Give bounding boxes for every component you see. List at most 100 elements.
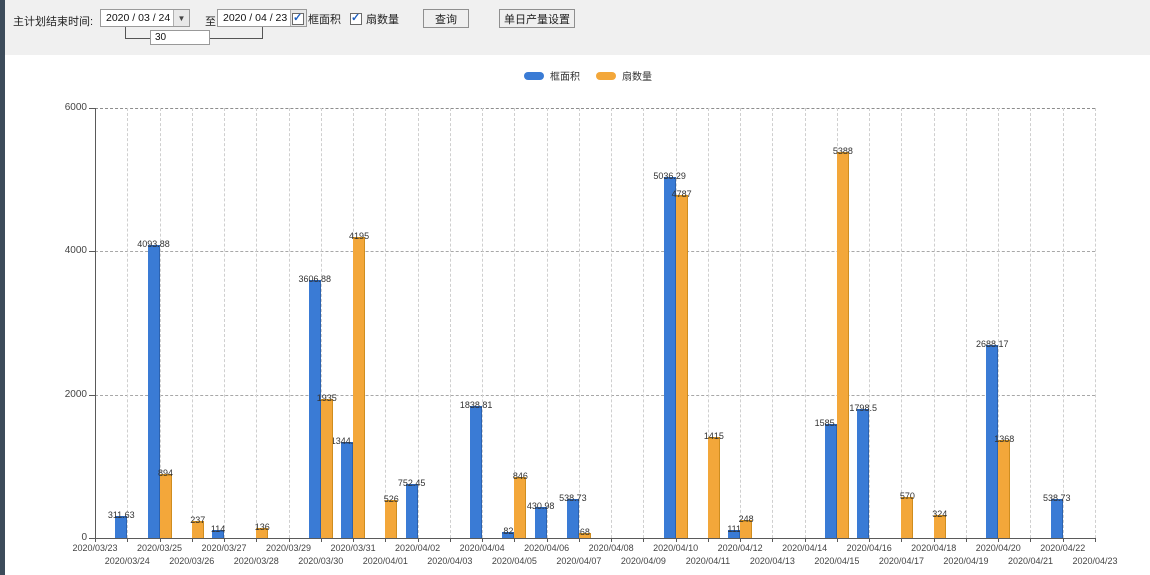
x-gridline: [127, 108, 129, 538]
x-tick: [191, 538, 193, 542]
x-gridline: [933, 108, 935, 538]
x-tick: [514, 538, 516, 542]
y-tick: [89, 108, 95, 109]
x-axis-label: 2020/04/23: [1072, 556, 1118, 566]
x-gridline: [514, 108, 516, 538]
x-tick: [675, 538, 677, 542]
bar-value-label: 538.73: [559, 493, 587, 504]
x-gridline: [1030, 108, 1032, 538]
x-tick: [1030, 538, 1032, 542]
bar-扇数量-2020/04/17: [901, 497, 914, 538]
y-gridline: [95, 108, 1095, 109]
x-axis-label: 2020/04/08: [588, 543, 634, 553]
bar-框面积-2020/04/16: [857, 409, 870, 538]
query-button[interactable]: 查询: [423, 9, 469, 28]
checkbox-frame-area[interactable]: ✓ 框面积: [292, 11, 341, 27]
x-tick: [353, 538, 355, 542]
bar-框面积-2020/04/20: [986, 345, 999, 538]
days-interval-input[interactable]: 30: [150, 30, 210, 45]
x-gridline: [611, 108, 613, 538]
y-axis-line: [95, 108, 96, 538]
x-axis-label: 2020/04/10: [653, 543, 699, 553]
x-tick: [578, 538, 580, 542]
bar-value-label: 82: [503, 526, 514, 537]
bar-value-label: 1585.96: [814, 418, 848, 429]
bar-框面积-2020/04/15: [824, 424, 837, 538]
x-axis-label: 2020/03/23: [72, 543, 118, 553]
checkbox-fan-quantity-label: 扇数量: [366, 14, 399, 26]
x-gridline: [740, 108, 742, 538]
legend-label-frame-area: 框面积: [550, 72, 580, 83]
daily-output-settings-button[interactable]: 单日产量设置: [499, 9, 575, 28]
x-axis-label: 2020/04/01: [362, 556, 408, 566]
to-label: 至:: [205, 16, 220, 28]
plan-end-time-label: 主计划结束时间:: [13, 16, 94, 28]
x-gridline: [643, 108, 645, 538]
x-gridline: [804, 108, 806, 538]
x-tick: [385, 538, 387, 542]
bar-value-label: 3606.88: [298, 273, 332, 284]
date-to-picker[interactable]: 2020 / 04 / 23 ▼: [217, 9, 307, 27]
bar-value-label: 1344.95: [330, 435, 364, 446]
bar-框面积-2020/03/27: [212, 529, 225, 538]
x-axis-label: 2020/04/19: [943, 556, 989, 566]
checkbox-fan-quantity[interactable]: ✓ 扇数量: [350, 11, 399, 27]
bar-value-label: 5388: [832, 145, 853, 156]
x-axis-label: 2020/03/31: [330, 543, 376, 553]
bar-value-label: 4093.88: [137, 238, 170, 249]
x-gridline: [998, 108, 1000, 538]
x-gridline: [224, 108, 226, 538]
x-gridline: [772, 108, 774, 538]
bar-value-label: 1415: [703, 430, 724, 441]
bar-value-label: 1838.81: [459, 400, 493, 411]
x-tick: [611, 538, 613, 542]
x-tick: [449, 538, 451, 542]
bar-扇数量-2020/03/26: [191, 521, 204, 538]
x-axis-label: 2020/04/12: [717, 543, 763, 553]
x-gridline: [707, 108, 709, 538]
x-axis-label: 2020/04/07: [556, 556, 602, 566]
bar-框面积-2020/04/04: [470, 406, 483, 538]
bar-value-label: 324: [932, 508, 948, 519]
x-gridline: [1062, 108, 1064, 538]
bar-扇数量-2020/03/30: [320, 399, 333, 538]
x-axis-label: 2020/03/27: [201, 543, 247, 553]
bar-框面积-2020/04/10: [663, 177, 676, 538]
bar-扇数量-2020/04/12: [740, 520, 753, 538]
checkbox-checked-icon: ✓: [292, 12, 304, 25]
checkbox-frame-area-label: 框面积: [308, 14, 341, 26]
x-gridline: [449, 108, 451, 538]
bar-value-label: 111: [727, 524, 741, 535]
y-gridline: [95, 394, 1095, 396]
x-axis-label: 2020/03/30: [298, 556, 344, 566]
chart-legend: 框面积 扇数量: [524, 68, 652, 83]
x-tick: [1062, 538, 1064, 542]
y-axis-label: 4000: [64, 245, 87, 257]
x-axis-label: 2020/04/04: [459, 543, 505, 553]
x-axis-label: 2020/04/22: [1040, 543, 1086, 553]
x-tick: [482, 538, 484, 542]
bar-框面积-2020/03/24: [115, 515, 128, 538]
x-tick: [965, 538, 967, 542]
x-tick: [772, 538, 774, 542]
x-gridline: [1095, 108, 1096, 538]
y-tick: [89, 538, 95, 539]
y-axis-label: 6000: [64, 102, 87, 113]
x-gridline: [288, 108, 290, 538]
bar-扇数量-2020/04/18: [933, 514, 946, 538]
bar-value-label: 311.63: [107, 509, 135, 520]
bar-框面积-2020/04/12: [728, 530, 741, 538]
bar-框面积-2020/04/05: [502, 532, 515, 538]
x-axis-label: 2020/03/29: [266, 543, 312, 553]
x-axis-label: 2020/04/14: [782, 543, 828, 553]
x-tick: [224, 538, 226, 542]
date-from-picker[interactable]: 2020 / 03 / 24 ▼: [100, 9, 190, 27]
x-gridline: [417, 108, 419, 538]
x-gridline: [482, 108, 484, 538]
bar-value-label: 2688.17: [975, 339, 1009, 350]
checkbox-checked-icon: ✓: [350, 12, 362, 25]
date-from-dropdown-button[interactable]: ▼: [173, 10, 189, 26]
legend-label-fan-quantity: 扇数量: [622, 72, 652, 83]
bar-value-label: 5036.29: [653, 171, 686, 182]
bar-value-label: 248: [738, 514, 754, 525]
